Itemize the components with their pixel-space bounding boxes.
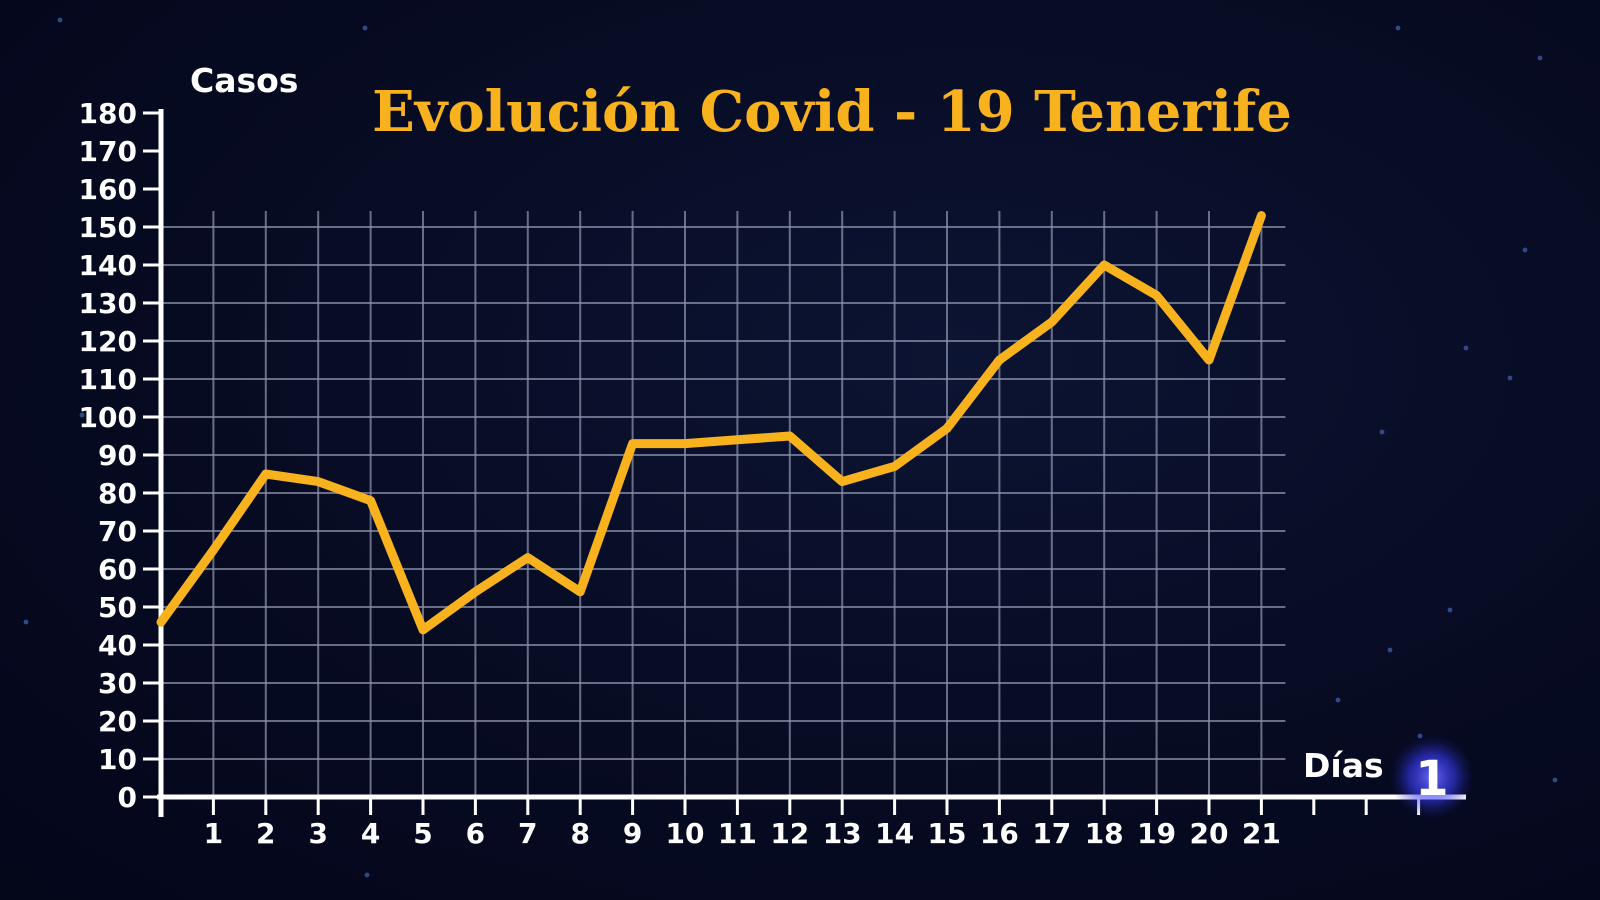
x-tick-label: 3	[308, 817, 327, 850]
x-tick-label: 9	[623, 817, 642, 850]
x-tick-label: 6	[466, 817, 485, 850]
background-star	[1387, 647, 1393, 653]
y-tick-label: 120	[79, 325, 137, 358]
y-tick-label: 160	[79, 173, 137, 206]
x-tick-label: 14	[875, 817, 914, 850]
logo-text: 1	[1415, 751, 1448, 807]
chart-axes	[143, 109, 1466, 817]
y-tick-label: 70	[98, 515, 137, 548]
y-axis-label: Casos	[190, 61, 298, 100]
y-tick-label: 50	[98, 591, 137, 624]
y-tick-label: 20	[98, 705, 137, 738]
y-tick-label: 30	[98, 667, 137, 700]
x-tick-label: 11	[718, 817, 757, 850]
x-tick-label: 16	[980, 817, 1019, 850]
series-lines	[156, 211, 1266, 635]
background-star	[1447, 607, 1453, 613]
background-star	[1552, 777, 1558, 783]
y-tick-label: 90	[98, 439, 137, 472]
background-stars	[23, 17, 1558, 878]
x-tick-label: 10	[666, 817, 705, 850]
background-star	[1379, 429, 1385, 435]
y-tick-label: 140	[79, 249, 137, 282]
logo-glow	[1390, 735, 1474, 819]
chart-title: Evolución Covid - 19 Tenerife	[372, 79, 1292, 145]
x-tick-labels: 1 2 3 4 5 6 7 8 9 10 11 12 13 14 15 16 17 18 19 20 21	[204, 817, 1281, 850]
y-tick-label: 80	[98, 477, 137, 510]
background-star	[23, 619, 29, 625]
x-tick-label: 17	[1032, 817, 1071, 850]
x-tick-label: 18	[1085, 817, 1124, 850]
background-star	[1395, 25, 1401, 31]
background-star	[1463, 345, 1469, 351]
x-tick-label: 8	[570, 817, 589, 850]
background-star	[57, 17, 63, 23]
y-tick-labels: 0 10 20 30 40 50 60 70 80 90 100 110 120 130 140 150 160…	[79, 97, 137, 814]
x-tick-label: 5	[413, 817, 432, 850]
x-tick-label: 15	[928, 817, 967, 850]
y-tick-label: 10	[98, 743, 137, 776]
background-star	[362, 25, 368, 31]
y-tick-label: 170	[79, 135, 137, 168]
background-star	[1507, 375, 1513, 381]
x-tick-label: 1	[204, 817, 223, 850]
background-star	[79, 412, 85, 418]
x-tick-label: 2	[256, 817, 275, 850]
background-star	[364, 872, 370, 878]
y-tick-label: 60	[98, 553, 137, 586]
x-tick-label: 7	[518, 817, 537, 850]
x-tick-label: 13	[823, 817, 862, 850]
y-tick-label: 110	[79, 363, 137, 396]
y-tick-label: 130	[79, 287, 137, 320]
y-tick-label: 180	[79, 97, 137, 130]
x-axis-label: Días	[1303, 746, 1384, 785]
series-line	[156, 211, 1266, 635]
background-star	[1335, 697, 1341, 703]
background-star	[1522, 247, 1528, 253]
y-tick-label: 150	[79, 211, 137, 244]
y-tick-label: 0	[118, 781, 137, 814]
x-tick-label: 20	[1190, 817, 1229, 850]
background-star	[1537, 55, 1543, 61]
x-tick-label: 21	[1242, 817, 1281, 850]
x-tick-label: 19	[1137, 817, 1176, 850]
y-tick-label: 100	[79, 401, 137, 434]
x-tick-label: 4	[361, 817, 380, 850]
chart-grid	[161, 211, 1286, 797]
channel-logo: 1	[1390, 735, 1474, 819]
y-tick-label: 40	[98, 629, 137, 662]
x-tick-label: 12	[770, 817, 809, 850]
